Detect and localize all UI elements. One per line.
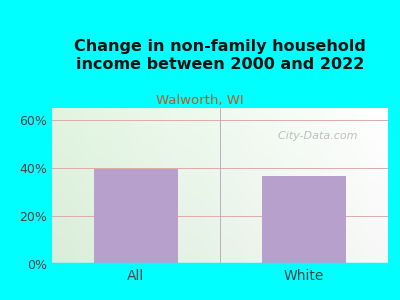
- Text: Walworth, WI: Walworth, WI: [156, 94, 244, 107]
- Bar: [262, 176, 346, 264]
- Title: Change in non-family household
income between 2000 and 2022: Change in non-family household income be…: [74, 38, 366, 72]
- Text: City-Data.com: City-Data.com: [271, 131, 357, 141]
- Bar: [94, 169, 178, 264]
